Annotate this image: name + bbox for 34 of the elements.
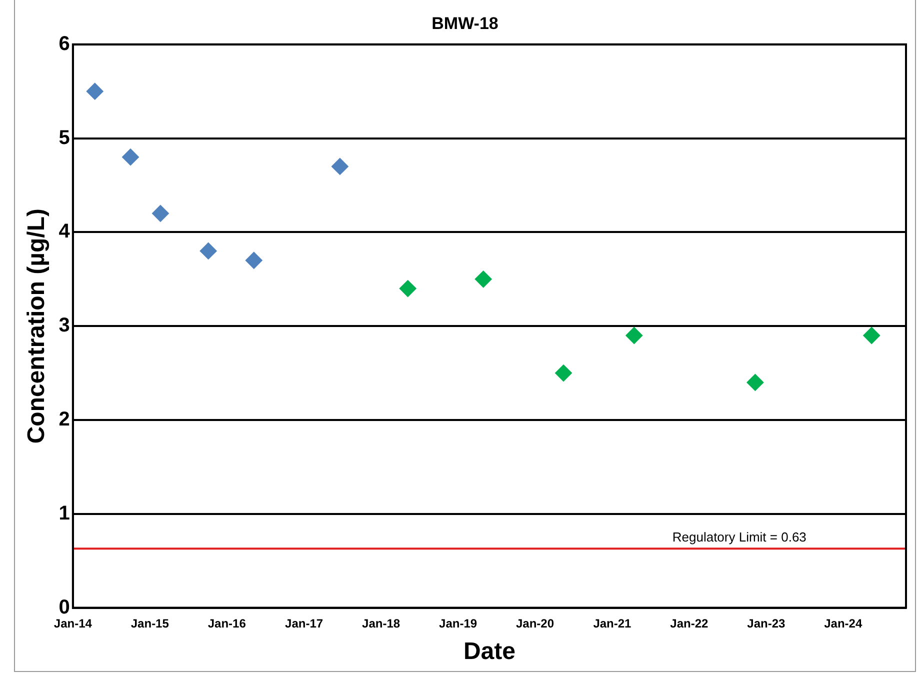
y-tick-label: 1	[58, 502, 70, 524]
ref-line-label: Regulatory Limit = 0.63	[672, 530, 806, 545]
y-tick-label: 2	[58, 408, 70, 431]
point	[474, 270, 492, 288]
point	[86, 82, 104, 100]
x-tick-label: Jan-22	[670, 616, 709, 630]
x-tick-label: Jan-15	[130, 616, 170, 630]
x-tick-label: Jan-24	[824, 616, 862, 630]
x-tick-label: Jan-23	[747, 616, 786, 630]
x-tick-label: Jan-18	[362, 616, 400, 630]
y-tick-label: 4	[58, 220, 71, 243]
point	[245, 252, 262, 269]
y-axis-title: Concentration (µg/L)	[23, 208, 50, 444]
point	[331, 158, 348, 175]
x-tick-label: Jan-19	[439, 616, 478, 630]
chart-title: BMW-18	[432, 14, 498, 33]
y-tick-label: 5	[58, 126, 70, 149]
point	[863, 326, 880, 344]
y-tick-label: 0	[58, 596, 70, 618]
y-tick-label: 3	[58, 314, 70, 337]
x-tick-label: Jan-16	[208, 616, 246, 630]
y-tick-label: 6	[58, 32, 70, 55]
x-tick-label: Jan-21	[593, 616, 632, 630]
x-tick-label: Jan-14	[54, 616, 92, 630]
point	[626, 326, 643, 344]
point	[399, 280, 416, 298]
point	[746, 374, 764, 391]
point	[152, 204, 169, 222]
point	[200, 242, 217, 260]
point	[554, 364, 572, 382]
x-axis-title: Date	[463, 638, 516, 666]
point	[122, 148, 139, 166]
x-tick-label: Jan-17	[285, 616, 324, 630]
x-tick-label: Jan-20	[516, 616, 554, 630]
